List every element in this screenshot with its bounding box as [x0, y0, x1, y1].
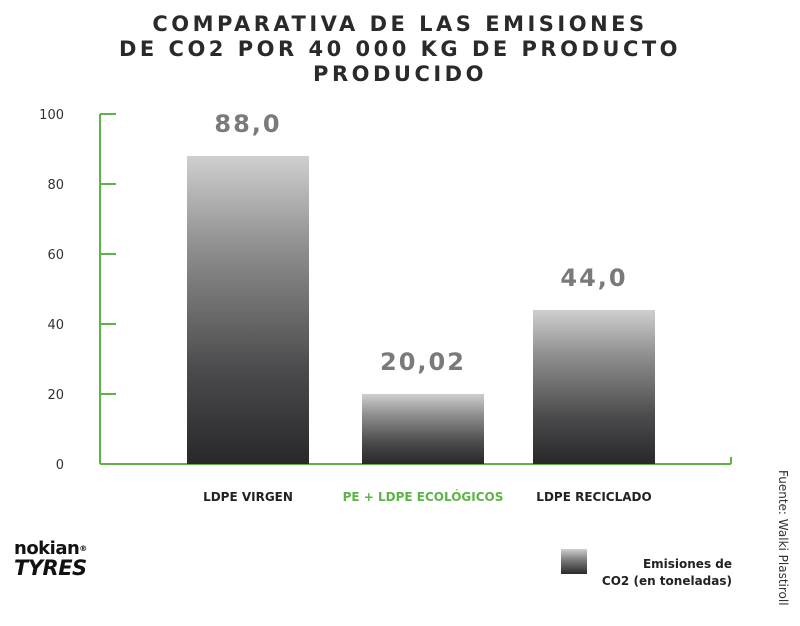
source-note: Fuente: Walki Plastiroll — [776, 470, 790, 606]
value-label-2: 20,02 — [380, 348, 466, 376]
value-label-1: 88,0 — [214, 110, 281, 138]
y-tick-label: 80 — [47, 178, 64, 193]
y-tick-label: 40 — [47, 318, 64, 333]
logo-line-1: nokian — [14, 538, 80, 559]
legend-label: Emisiones de CO2 (en toneladas) — [596, 556, 732, 590]
value-label-3: 44,0 — [560, 264, 627, 292]
y-tick-label: 0 — [56, 458, 64, 473]
y-tick-label: 60 — [47, 248, 64, 263]
chart-title-line-1: COMPARATIVA DE LAS EMISIONES — [152, 12, 648, 36]
legend-label-line-2: CO2 (en toneladas) — [601, 574, 732, 588]
legend-swatch — [561, 549, 587, 574]
nokian-tyres-logo: nokian® TYRES — [14, 540, 134, 580]
category-label-2: PE + LDPE ECOLÓGICOS — [343, 489, 504, 504]
legend-label-line-1: Emisiones de — [642, 557, 732, 571]
chart-title-line-2: DE CO2 POR 40 000 KG DE PRODUCTO — [118, 37, 682, 61]
bar-3 — [533, 310, 655, 464]
bar-2 — [362, 393, 484, 464]
logo-line-2: TYRES — [14, 556, 87, 580]
logo-registered-mark: ® — [79, 544, 87, 553]
chart-title-line-3: PRODUCIDO — [313, 62, 487, 86]
category-label-3: LDPE RECICLADO — [536, 490, 651, 504]
chart-title: COMPARATIVA DE LAS EMISIONES DE CO2 POR … — [0, 12, 800, 87]
y-tick-label: 20 — [47, 388, 64, 403]
category-label-1: LDPE VIRGEN — [203, 490, 293, 504]
y-tick-label: 100 — [39, 108, 64, 123]
bar-1 — [187, 156, 309, 464]
